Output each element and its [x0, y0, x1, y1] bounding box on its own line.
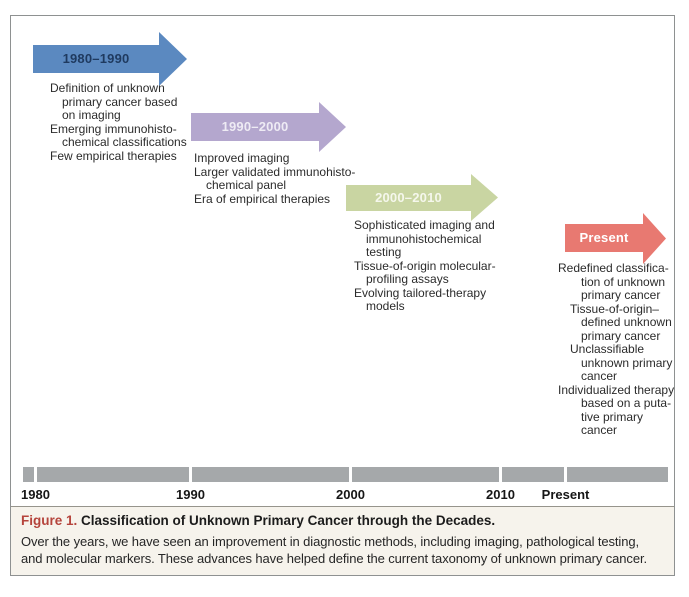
note-line: on imaging [62, 108, 121, 122]
right-arrow-icon [346, 174, 498, 221]
timeline-tick-present [564, 467, 567, 482]
note-line: Era of empirical therapies [194, 191, 331, 206]
caption-title-text: Classification of Unknown Primary Cancer… [81, 513, 496, 528]
note-line: Evolving tailored-therapy [354, 285, 487, 300]
note-line: primary cancer based [62, 94, 178, 109]
timeline-bar [23, 467, 668, 482]
note-line: Individualized therapy [558, 382, 675, 397]
note-line: Few empirical therapies [50, 148, 177, 163]
note-line: chemical classifications [62, 135, 187, 149]
note-line: primary cancer [581, 288, 661, 302]
note-line: Improved imaging [194, 151, 290, 165]
note-line: primary cancer [581, 328, 661, 343]
era-2000-2010: 2000–2010 Sophisticated imaging and immu… [346, 174, 541, 319]
note-line: tive primary [581, 409, 644, 424]
timeline-label-1980: 1980 [21, 487, 50, 502]
timeline-label-1990: 1990 [176, 487, 205, 502]
right-arrow-icon [565, 213, 666, 264]
caption-title: Figure 1. Classification of Unknown Prim… [21, 513, 660, 528]
note-line: Emerging immunohisto- [50, 121, 177, 136]
note-line: Tissue-of-origin molecular- [354, 258, 496, 273]
note-line: unknown primary [581, 355, 673, 370]
figure-caption: Figure 1. Classification of Unknown Prim… [11, 506, 674, 575]
era-1990-2000: 1990–2000 Improved imaging Larger valida… [191, 102, 386, 222]
era-range-label: 1980–1990 [62, 51, 130, 66]
note-line: models [366, 299, 405, 313]
right-arrow-icon [33, 32, 187, 86]
timeline-tick-2010 [499, 467, 502, 482]
note-line: Tissue-of-origin– [570, 301, 659, 316]
timeline-tick-1990 [189, 467, 192, 482]
note-line: Sophisticated imaging and [354, 218, 495, 232]
timeline-label-2010: 2010 [486, 487, 515, 502]
note-line: cancer [581, 369, 618, 383]
note-line: based on a puta- [581, 396, 672, 410]
era-range-label: Present [579, 230, 629, 245]
caption-body: Over the years, we have seen an improvem… [21, 534, 647, 566]
note-line: Larger validated immunohisto- [194, 164, 356, 179]
era-range-label: 2000–2010 [375, 190, 442, 205]
timeline-tick-2000 [349, 467, 352, 482]
note-line: Definition of unknown [50, 81, 165, 95]
note-line: chemical panel [206, 178, 287, 192]
arrow-shape [33, 32, 187, 86]
note-line: profiling assays [366, 272, 449, 286]
note-line: testing [366, 245, 402, 259]
era-notes: Improved imaging Larger validated immuno… [194, 151, 379, 206]
figure-number-label: Figure 1. [21, 513, 78, 528]
note-line: Redefined classifica- [558, 261, 669, 275]
era-1980-1990: 1980–1990 Definition of unknown primary … [33, 32, 218, 177]
era-notes: Sophisticated imaging and immunohistoche… [354, 218, 539, 314]
note-line: tion of unknown [581, 274, 666, 289]
era-notes: Redefined classifica- tion of unknown pr… [558, 261, 689, 438]
note-line: cancer [581, 423, 618, 437]
era-range-label: 1990–2000 [221, 119, 289, 134]
note-line: immunohistochemical [366, 231, 482, 246]
timeline-tick-1980 [34, 467, 37, 482]
arrow-shape [346, 174, 498, 221]
timeline-label-2000: 2000 [336, 487, 365, 502]
figure-frame: 1980–1990 Definition of unknown primary … [10, 15, 675, 576]
era-notes: Definition of unknown primary cancer bas… [50, 81, 235, 163]
note-line: Unclassifiable [570, 342, 645, 356]
arrow-shape [565, 213, 666, 264]
arrow-shape [191, 102, 346, 152]
timeline-label-present: Present [541, 487, 590, 502]
note-line: defined unknown [581, 315, 672, 329]
era-present: Present Redefined classifica- tion of un… [558, 213, 685, 453]
right-arrow-icon [191, 102, 346, 152]
